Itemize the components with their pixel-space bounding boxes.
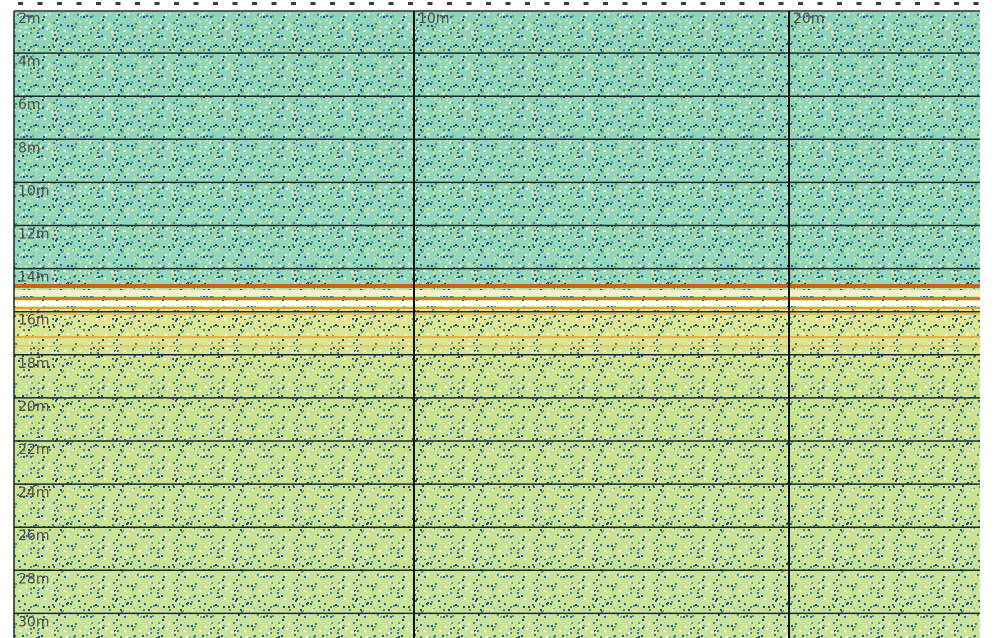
echo-noise [14,12,980,638]
ruler-tick [388,2,394,5]
ruler-tick [856,2,862,5]
depth-label: 30m [18,614,49,630]
ruler-tick [778,2,784,5]
ruler-tick [174,2,179,5]
ruler-tick [525,2,530,5]
ruler-tick [720,2,725,5]
ruler-tick [544,2,550,5]
ruler-tick [193,2,199,5]
ruler-tick [876,2,881,5]
ruler-tick [447,2,452,5]
ruler-tick [369,2,374,5]
depth-label: 4m [18,54,41,70]
ruler-tick [213,2,218,5]
labels: 2m 4m 6m 8m 10m 12m 14m 16m 18m 20m 22m 24m 26m 28m 30… [18,11,824,630]
echo-band [14,336,980,338]
ruler-tick [739,2,745,5]
ruler-tick [154,2,160,5]
depth-label: 2m [18,11,41,27]
echo-band [14,345,980,347]
ruler-tick [700,2,706,5]
echo-band [14,307,980,309]
ruler-tick [505,2,511,5]
depth-label: 28m [18,571,49,587]
echo-band [14,290,980,296]
ruler-tick [115,2,121,5]
ruler-tick [681,2,686,5]
depth-label: 20m [18,399,49,415]
ruler-tick [18,2,23,5]
ruler-tick [466,2,472,5]
range-label: 10m [418,11,449,27]
ruler-tick [330,2,335,5]
depth-label: 8m [18,140,41,156]
ruler-tick [564,2,569,5]
ruler-tick [934,2,940,5]
depth-label: 12m [18,227,49,243]
ruler-tick [271,2,277,5]
ruler-tick [973,2,979,5]
ruler-tick [57,2,62,5]
echo-band [14,297,980,300]
ruler-tick [583,2,589,5]
ruler-tick [291,2,296,5]
ruler-tick [252,2,257,5]
ruler-tick [915,2,920,5]
ruler-tick [349,2,355,5]
ruler-tick [642,2,647,5]
ruler-tick [427,2,433,5]
ruler-tick [837,2,842,5]
ruler-tick [895,2,901,5]
echo-band [14,284,980,288]
echo-band [14,301,980,306]
depth-label: 22m [18,442,49,458]
depth-label: 6m [18,97,41,113]
ruler-tick [486,2,491,5]
ruler-tick [135,2,140,5]
ruler-tick [817,2,823,5]
depth-label: 24m [18,485,49,501]
echo-band [14,313,980,315]
range-label: 20m [793,11,824,27]
depth-label: 18m [18,356,49,372]
ruler-tick [408,2,413,5]
ruler-tick [954,2,959,5]
depth-label: 16m [18,313,49,329]
ruler-tick [759,2,764,5]
ruler-tick [798,2,803,5]
ruler-tick [37,2,43,5]
ruler-tick [603,2,608,5]
grid [13,10,980,638]
ruler-tick [622,2,628,5]
ruler-tick [76,2,82,5]
ruler-tick [96,2,101,5]
depth-label: 14m [18,270,49,286]
ruler-tick [310,2,316,5]
bottom-echo [14,284,980,347]
ruler-tick [232,2,238,5]
depth-label: 26m [18,528,49,544]
depth-label: 10m [18,183,49,199]
ruler-tick [661,2,667,5]
